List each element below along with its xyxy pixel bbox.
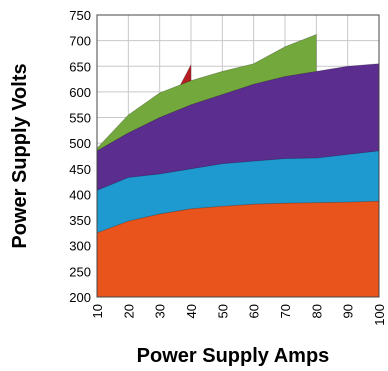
x-tick-label-8: 90 bbox=[341, 304, 356, 318]
x-axis-title: Power Supply Amps bbox=[137, 345, 330, 367]
y-tick-label-9: 650 bbox=[69, 59, 91, 74]
x-tick-label-7: 80 bbox=[309, 304, 324, 318]
x-tick-label-2: 30 bbox=[153, 304, 168, 318]
x-tick-label-0: 10 bbox=[90, 304, 105, 318]
y-tick-labels: 200 250 300 350 400 450 500 550 600 650 700 750 bbox=[69, 8, 91, 305]
series-areas bbox=[96, 33, 380, 298]
x-tick-label-1: 20 bbox=[121, 304, 136, 318]
y-tick-label-0: 200 bbox=[69, 290, 91, 305]
x-tick-labels: 10 20 30 40 50 60 70 80 90 100 bbox=[90, 304, 387, 326]
x-tick-label-4: 50 bbox=[215, 304, 230, 318]
y-tick-label-10: 700 bbox=[69, 34, 91, 49]
y-tick-label-2: 300 bbox=[69, 239, 91, 254]
x-tick-label-3: 40 bbox=[184, 304, 199, 318]
x-tick-label-6: 70 bbox=[278, 304, 293, 318]
y-tick-label-5: 450 bbox=[69, 162, 91, 177]
y-tick-label-11: 750 bbox=[69, 8, 91, 23]
plot-frame bbox=[96, 14, 380, 298]
y-tick-label-7: 550 bbox=[69, 111, 91, 126]
y-tick-label-1: 250 bbox=[69, 264, 91, 279]
y-axis-title: Power Supply Volts bbox=[9, 63, 31, 248]
x-tick-label-5: 60 bbox=[247, 304, 262, 318]
y-tick-label-8: 600 bbox=[69, 85, 91, 100]
plot-border bbox=[96, 14, 380, 298]
y-tick-label-6: 500 bbox=[69, 136, 91, 151]
y-tick-label-3: 350 bbox=[69, 213, 91, 228]
x-tick-label-9: 100 bbox=[372, 304, 387, 326]
y-tick-label-4: 400 bbox=[69, 187, 91, 202]
